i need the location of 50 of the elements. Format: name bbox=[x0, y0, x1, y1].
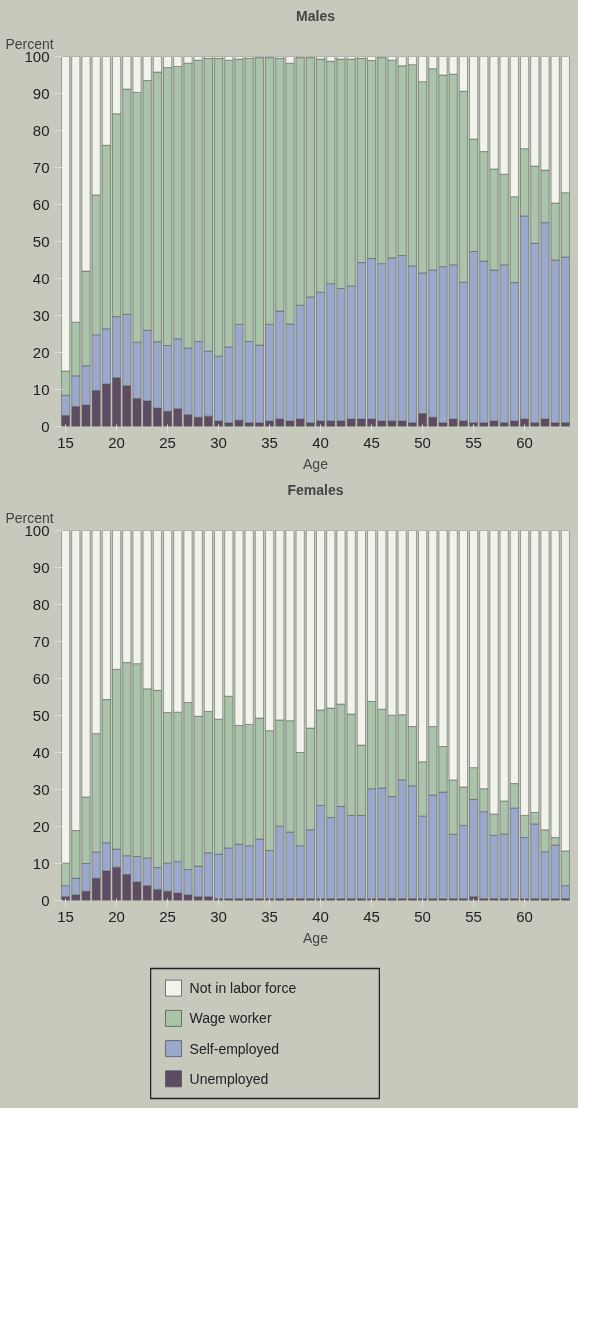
legend-label: Not in labor force bbox=[189, 980, 297, 997]
x-tick-label: 20 bbox=[108, 433, 125, 451]
y-tick-label: 90 bbox=[32, 84, 50, 102]
y-tick-label: 70 bbox=[32, 158, 50, 176]
y-tick-label: 60 bbox=[32, 669, 50, 687]
chart-title: Females bbox=[287, 481, 344, 498]
y-tick-label: 10 bbox=[32, 380, 50, 398]
x-axis-title: Age bbox=[303, 929, 329, 946]
legend-label: Unemployed bbox=[189, 1070, 269, 1087]
y-axis-title: Percent bbox=[5, 509, 54, 526]
x-tick-label: 40 bbox=[312, 433, 329, 451]
legend-label: Self-employed bbox=[189, 1040, 280, 1057]
y-tick-label: 40 bbox=[32, 269, 50, 287]
y-tick-label: 90 bbox=[32, 558, 50, 576]
y-tick-label: 80 bbox=[32, 121, 50, 139]
y-tick-label: 40 bbox=[32, 743, 50, 761]
x-tick-label: 50 bbox=[414, 433, 431, 451]
x-tick-label: 45 bbox=[363, 433, 380, 451]
x-tick-label: 45 bbox=[363, 907, 380, 925]
x-tick-label: 15 bbox=[57, 433, 74, 451]
y-tick-label: 80 bbox=[32, 595, 50, 613]
x-tick-label: 35 bbox=[261, 907, 278, 925]
y-tick-label: 30 bbox=[32, 306, 50, 324]
x-tick-label: 60 bbox=[516, 907, 533, 925]
x-tick-label: 55 bbox=[465, 433, 482, 451]
y-tick-label: 0 bbox=[41, 891, 50, 909]
x-tick-label: 20 bbox=[108, 907, 125, 925]
y-tick-label: 20 bbox=[32, 817, 50, 835]
y-tick-label: 60 bbox=[32, 195, 50, 213]
x-tick-label: 55 bbox=[465, 907, 482, 925]
y-tick-label: 50 bbox=[32, 232, 50, 250]
y-axis-title: Percent bbox=[5, 35, 54, 52]
x-axis-title: Age bbox=[303, 455, 329, 472]
x-tick-label: 15 bbox=[57, 907, 74, 925]
x-tick-label: 35 bbox=[261, 433, 278, 451]
chart-title: Males bbox=[296, 7, 336, 24]
y-tick-label: 0 bbox=[41, 417, 50, 435]
x-tick-label: 25 bbox=[159, 433, 176, 451]
y-tick-label: 50 bbox=[32, 706, 50, 724]
x-tick-label: 30 bbox=[210, 907, 227, 925]
x-tick-label: 50 bbox=[414, 907, 431, 925]
x-tick-label: 60 bbox=[516, 433, 533, 451]
legend-label: Wage worker bbox=[189, 1010, 272, 1027]
y-tick-label: 30 bbox=[32, 780, 50, 798]
x-tick-label: 25 bbox=[159, 907, 176, 925]
x-tick-label: 30 bbox=[210, 433, 227, 451]
y-tick-label: 10 bbox=[32, 854, 50, 872]
y-tick-label: 20 bbox=[32, 343, 50, 361]
x-tick-label: 40 bbox=[312, 907, 329, 925]
y-tick-label: 70 bbox=[32, 632, 50, 650]
